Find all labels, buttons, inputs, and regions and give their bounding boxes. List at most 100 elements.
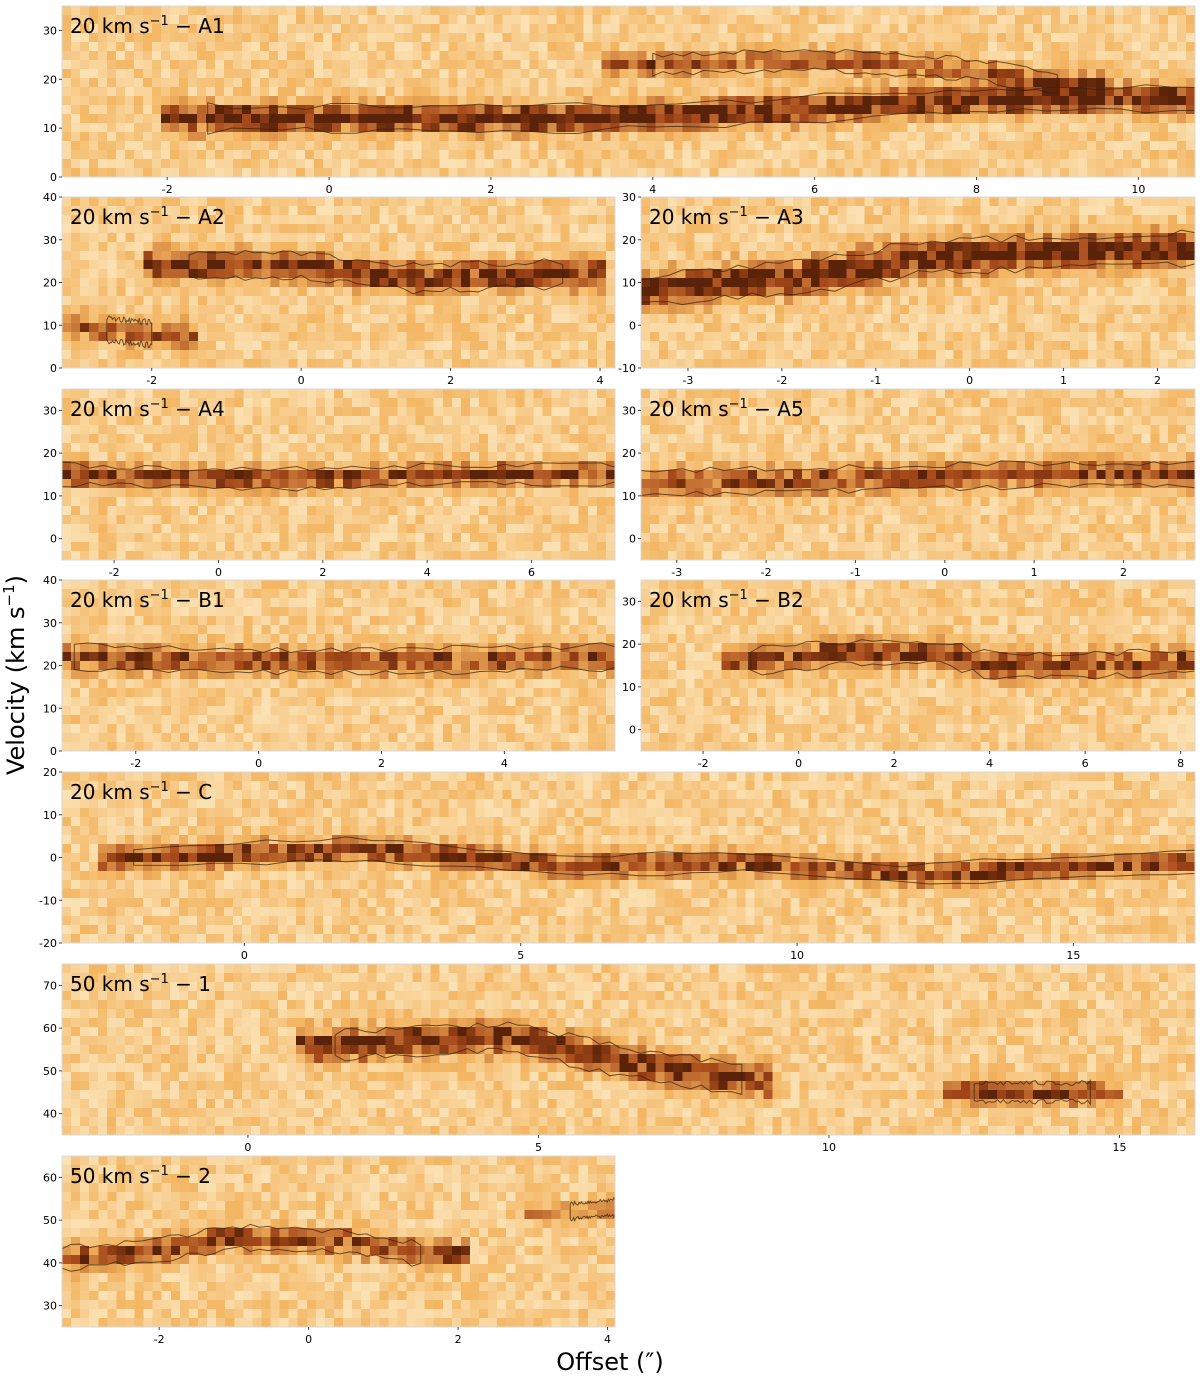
heatmap-cells — [62, 389, 616, 561]
heatmap-cells — [62, 964, 1196, 1136]
x-tick-label: 0 — [298, 374, 305, 387]
y-tick-label: 10 — [622, 490, 636, 503]
x-tick-label: 8 — [973, 183, 980, 196]
y-tick-label: 0 — [629, 724, 636, 737]
x-tick-label: -2 — [162, 183, 173, 196]
heatmap-cells — [62, 1156, 616, 1328]
x-tick-label: 2 — [447, 374, 454, 387]
y-tick-label: 30 — [43, 617, 57, 630]
x-tick-label: 4 — [649, 183, 656, 196]
x-tick-label: 8 — [1177, 757, 1184, 770]
y-tick-label: 20 — [43, 73, 57, 86]
panel-label: 50 km s−1 − 2 — [70, 1164, 211, 1188]
x-tick-label: -1 — [850, 566, 861, 579]
heatmap-cells — [62, 772, 1196, 944]
y-tick-label: 20 — [43, 766, 57, 779]
y-tick-label: 50 — [43, 1065, 57, 1078]
panel-label: 20 km s−1 − C — [70, 780, 212, 804]
y-tick-label: 10 — [43, 319, 57, 332]
x-tick-label: 2 — [378, 757, 385, 770]
y-tick-label: -10 — [618, 362, 636, 375]
panel-frame — [640, 388, 1196, 561]
x-tick-label: -3 — [682, 374, 693, 387]
x-tick-label: -2 — [109, 566, 120, 579]
heatmap-cells — [641, 197, 1196, 369]
y-tick-label: 40 — [43, 574, 57, 587]
x-tick-label: 4 — [986, 757, 993, 770]
ridge-contours — [106, 249, 564, 349]
y-tick-label: 0 — [629, 319, 636, 332]
x-tick-label: 2 — [1120, 566, 1127, 579]
x-tick-label: 2 — [487, 183, 494, 196]
panel-label: 20 km s−1 − A3 — [649, 205, 804, 229]
x-tick-label: -3 — [671, 566, 682, 579]
y-tick-label: 30 — [43, 24, 57, 37]
contour-line — [334, 1021, 743, 1096]
y-tick-label: -10 — [39, 894, 57, 907]
panel-label: 20 km s−1 − A4 — [70, 397, 225, 421]
panel-4: -2 0 2 4 6 0 10 20 30 20 km s−1 − A4 — [43, 388, 616, 579]
x-tick-label: 0 — [255, 757, 262, 770]
y-tick-label: 30 — [43, 1300, 57, 1313]
contour-line — [652, 49, 1058, 95]
y-tick-label: 70 — [43, 979, 57, 992]
x-tick-label: 10 — [790, 949, 804, 962]
y-tick-label: -20 — [39, 937, 57, 950]
x-tick-label: -2 — [154, 1333, 165, 1346]
x-tick-label: 5 — [535, 1141, 542, 1154]
x-tick-label: 4 — [424, 566, 431, 579]
panel-7: -2 0 2 4 6 8 0 10 20 30 20 km s−1 − B2 — [622, 579, 1196, 770]
y-tick-label: 10 — [43, 809, 57, 822]
y-tick-label: 0 — [50, 171, 57, 184]
panel-frame — [61, 963, 1196, 1136]
y-tick-label: 0 — [629, 533, 636, 546]
x-tick-label: 0 — [326, 183, 333, 196]
y-tick-label: 20 — [43, 447, 57, 460]
x-tick-label: -2 — [698, 757, 709, 770]
panel-frame — [640, 579, 1196, 752]
x-tick-label: 6 — [811, 183, 818, 196]
y-tick-label: 10 — [622, 277, 636, 290]
panel-label: 50 km s−1 − 1 — [70, 972, 211, 996]
heatmap-cells — [62, 6, 1196, 178]
x-tick-label: -2 — [146, 374, 157, 387]
x-tick-label: 1 — [1031, 566, 1038, 579]
y-tick-label: 0 — [50, 745, 57, 758]
y-tick-label: 40 — [43, 191, 57, 204]
panel-label: 20 km s−1 − A5 — [649, 397, 804, 421]
contour-line — [188, 249, 564, 295]
y-tick-label: 20 — [622, 234, 636, 247]
y-tick-label: 40 — [43, 1108, 57, 1121]
panel-1: -2 0 2 4 6 8 10 0 10 20 30 20 km s−1 − A1 — [43, 5, 1196, 196]
x-tick-label: 6 — [528, 566, 535, 579]
x-tick-label: -2 — [761, 566, 772, 579]
y-tick-label: 30 — [43, 404, 57, 417]
x-tick-label: 0 — [795, 757, 802, 770]
y-tick-label: 50 — [43, 1214, 57, 1227]
y-tick-label: 20 — [622, 638, 636, 651]
x-tick-label: 4 — [501, 757, 508, 770]
y-tick-label: 30 — [622, 404, 636, 417]
panel-8: 0 5 10 15 -20 -10 0 10 20 20 km s−1 − C — [39, 766, 1196, 962]
x-tick-label: 5 — [517, 949, 524, 962]
x-tick-label: 4 — [597, 374, 604, 387]
x-tick-label: 0 — [244, 1141, 251, 1154]
x-tick-label: 2 — [455, 1333, 462, 1346]
panel-frame — [61, 5, 1196, 178]
contour-line — [61, 1223, 422, 1272]
x-tick-label: 0 — [241, 949, 248, 962]
heatmap-cells — [641, 389, 1196, 561]
x-tick-label: 2 — [319, 566, 326, 579]
x-tick-label: 2 — [891, 757, 898, 770]
y-tick-label: 10 — [43, 702, 57, 715]
x-tick-label: 15 — [1112, 1141, 1126, 1154]
x-tick-label: -2 — [776, 374, 787, 387]
y-tick-label: 30 — [43, 234, 57, 247]
panel-label: 20 km s−1 − B2 — [649, 588, 804, 612]
y-tick-label: 10 — [43, 490, 57, 503]
